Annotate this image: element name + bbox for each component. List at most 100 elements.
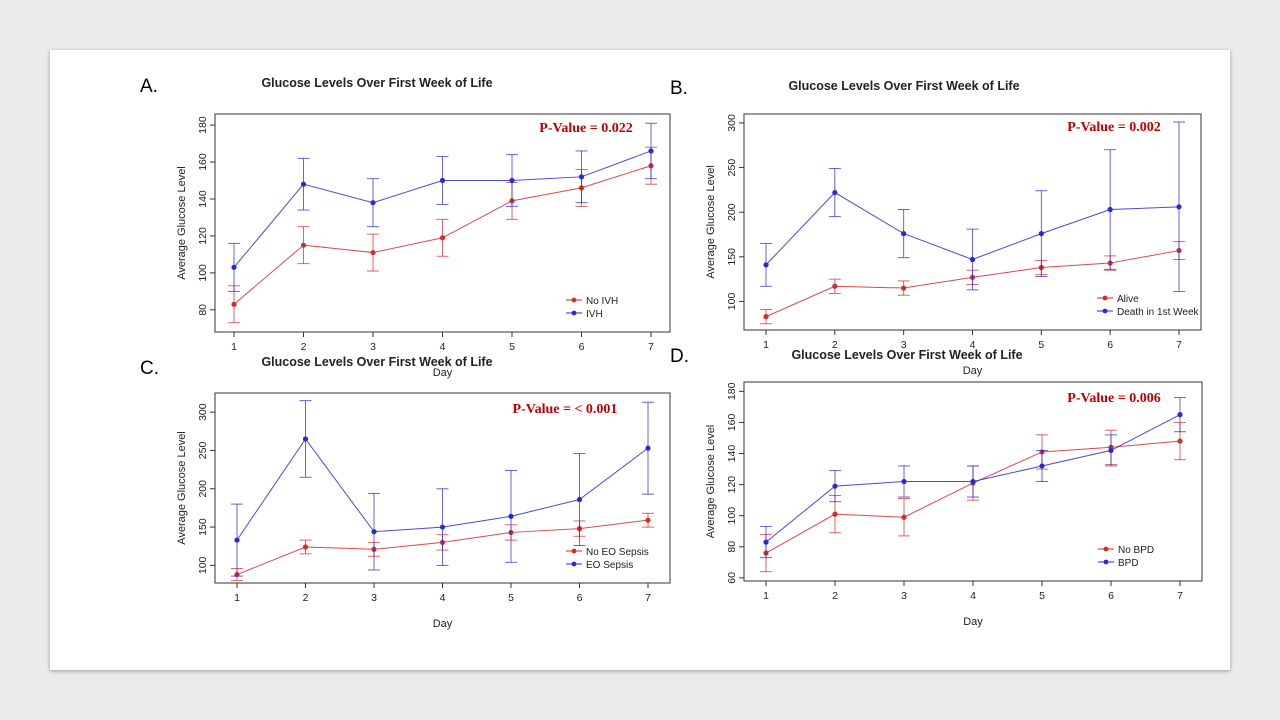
legend: No BPD BPD (1098, 545, 1154, 569)
data-point (901, 285, 907, 291)
chart-svg-c: Glucose Levels Over First Week of Life 10… (176, 355, 671, 630)
y-tick-label: 300 (197, 403, 209, 421)
x-tick-label: 4 (970, 339, 976, 351)
chart-panel-b: B. Glucose Levels Over First Week of Life… (640, 70, 1202, 377)
data-point (901, 478, 907, 485)
data-point (832, 511, 838, 517)
series-1 (760, 121, 1185, 293)
y-tick-label: 300 (726, 114, 738, 132)
y-tick-label: 100 (197, 556, 209, 574)
x-tick-label: 2 (832, 339, 838, 351)
chart-panel-d: D. Glucose Levels Over First Week of Life… (640, 340, 1203, 635)
data-point (1038, 231, 1044, 237)
y-tick-label: 60 (726, 572, 738, 584)
p-value-annotation: P-Value = < 0.001 (513, 402, 618, 417)
chart-svg-b: Glucose Levels Over First Week of Life 10… (705, 79, 1202, 377)
x-tick-label: 3 (901, 339, 907, 351)
y-tick-label: 150 (197, 518, 209, 536)
data-point (509, 177, 515, 184)
p-value-annotation: P-Value = 0.006 (1067, 391, 1160, 406)
p-value-annotation: P-Value = 0.002 (1067, 120, 1160, 135)
y-axis-label: Average Glucose Level (705, 425, 717, 539)
data-point (302, 436, 309, 442)
data-point (970, 478, 976, 485)
y-tick-label: 100 (726, 293, 738, 311)
y-tick-label: 100 (726, 507, 738, 525)
y-tick-label: 250 (726, 159, 738, 177)
x-tick-label: 5 (1039, 590, 1045, 602)
y-axis-label: Average Glucose Level (176, 166, 188, 280)
x-tick-label: 2 (832, 590, 838, 602)
legend-label: BPD (1118, 558, 1139, 569)
legend-label: No BPD (1118, 545, 1154, 556)
data-point (1177, 438, 1183, 444)
chart-title: Glucose Levels Over First Week of Life (261, 355, 492, 369)
data-point (371, 529, 377, 535)
data-point (302, 544, 309, 550)
y-axis-label: Average Glucose Level (176, 431, 188, 545)
panel-label-c: C. (140, 358, 159, 379)
x-tick-label: 4 (440, 341, 446, 353)
chart-title: Glucose Levels Over First Week of Life (791, 348, 1022, 362)
data-point (1107, 206, 1113, 213)
legend: No EO Sepsis EO Sepsis (566, 547, 649, 571)
data-point (763, 314, 769, 320)
legend-label: No IVH (586, 296, 618, 307)
x-tick-label: 6 (577, 592, 583, 604)
chart-svg-a: Glucose Levels Over First Week of Life 80… (176, 76, 671, 379)
legend-marker (571, 310, 577, 316)
data-point (645, 517, 651, 523)
y-tick-label: 140 (197, 190, 209, 208)
x-tick-label: 3 (901, 590, 907, 602)
data-point (832, 483, 838, 489)
x-tick-label: 5 (1038, 339, 1044, 351)
legend-marker (1103, 559, 1109, 565)
data-point (576, 496, 583, 503)
data-point (370, 249, 376, 256)
legend: No IVH IVH (566, 296, 618, 320)
data-point (300, 242, 307, 248)
x-tick-label: 6 (1107, 339, 1113, 351)
x-tick-label: 1 (231, 341, 237, 353)
legend-marker (571, 561, 577, 567)
series-1 (760, 397, 1186, 559)
slide: A. Glucose Levels Over First Week of Life… (50, 50, 1230, 670)
panel-label-d: D. (670, 346, 689, 367)
legend-marker (1103, 546, 1109, 552)
data-point (439, 524, 446, 530)
y-axis-label: Average Glucose Level (705, 165, 717, 279)
series-1 (231, 400, 654, 577)
y-tick-label: 200 (197, 480, 209, 498)
data-point (901, 231, 907, 237)
data-point (578, 174, 585, 180)
data-point (231, 264, 237, 270)
data-point (1108, 447, 1114, 454)
data-point (508, 513, 514, 519)
legend-marker (1102, 308, 1108, 314)
data-point (969, 256, 976, 263)
data-point (763, 539, 769, 545)
legend-marker (571, 297, 577, 303)
x-tick-label: 7 (1176, 339, 1182, 351)
x-tick-label: 5 (508, 592, 514, 604)
y-tick-label: 180 (726, 382, 738, 400)
data-point (370, 200, 376, 206)
y-tick-label: 80 (726, 541, 738, 553)
y-tick-label: 160 (197, 153, 209, 171)
data-point (234, 537, 240, 543)
chart-title: Glucose Levels Over First Week of Life (788, 79, 1019, 93)
x-axis-label: Day (963, 365, 983, 377)
chart-svg-d: Glucose Levels Over First Week of Life 60… (705, 348, 1203, 628)
data-point (901, 514, 907, 520)
legend-label: No EO Sepsis (586, 547, 649, 558)
data-point (648, 148, 654, 154)
x-tick-label: 1 (763, 339, 769, 351)
data-point (832, 283, 838, 289)
legend: Alive Death in 1st Week (1097, 294, 1200, 318)
chart-panel-c: C. Glucose Levels Over First Week of Life… (110, 350, 671, 645)
legend-marker (571, 548, 577, 554)
legend-label: EO Sepsis (586, 560, 633, 571)
x-tick-label: 1 (763, 590, 769, 602)
x-tick-label: 7 (648, 341, 654, 353)
data-point (300, 181, 307, 187)
